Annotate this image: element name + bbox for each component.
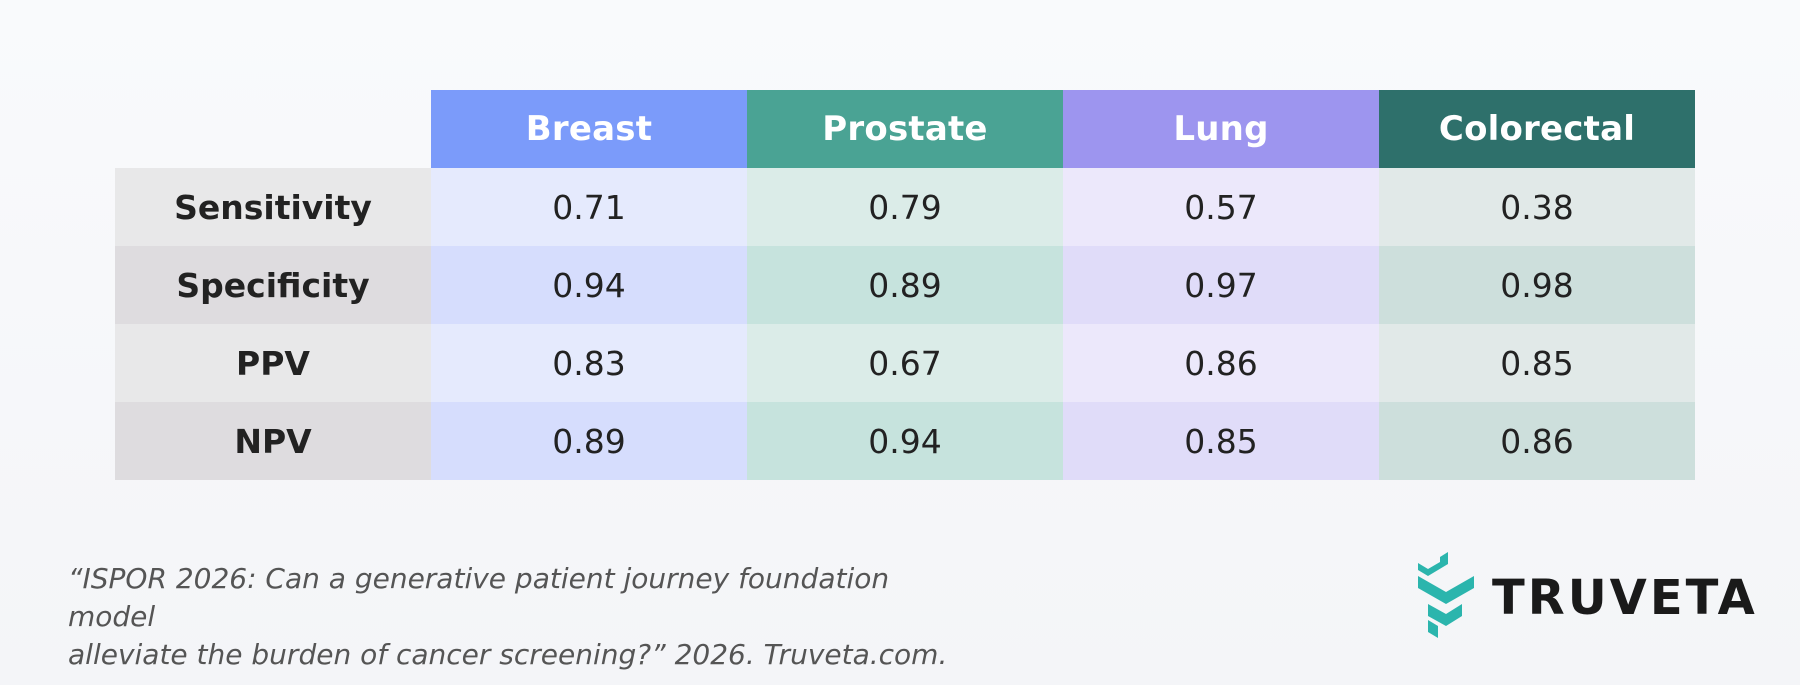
logo-chevron-bottom [1428, 604, 1462, 626]
table-cell: 0.57 [1063, 168, 1379, 246]
row-label: PPV [115, 324, 431, 402]
table-cell: 0.94 [431, 246, 747, 324]
citation-line-1: “ISPOR 2026: Can a generative patient jo… [68, 562, 890, 633]
table-cell: 0.83 [431, 324, 747, 402]
table-cell: 0.85 [1379, 324, 1695, 402]
header-corner [115, 90, 431, 168]
table-cell: 0.67 [747, 324, 1063, 402]
row-label: NPV [115, 402, 431, 480]
results-table-container: Breast Prostate Lung Colorectal Sensitivity… [115, 90, 1695, 480]
table-cell: 0.85 [1063, 402, 1379, 480]
row-label: Sensitivity [115, 168, 431, 246]
table-cell: 0.86 [1063, 324, 1379, 402]
table-body: Sensitivity 0.71 0.79 0.57 0.38 Specificity 0.… [115, 168, 1695, 480]
table-row-specificity: Specificity 0.94 0.89 0.97 0.98 [115, 246, 1695, 324]
table-cell: 0.94 [747, 402, 1063, 480]
column-header-lung: Lung [1063, 90, 1379, 168]
results-table: Breast Prostate Lung Colorectal Sensitivity… [115, 90, 1695, 480]
table-cell: 0.89 [431, 402, 747, 480]
row-label: Specificity [115, 246, 431, 324]
header-row: Breast Prostate Lung Colorectal [115, 90, 1695, 168]
citation: “ISPOR 2026: Can a generative patient jo… [68, 560, 968, 674]
column-header-breast: Breast [431, 90, 747, 168]
truveta-chevron-logo-icon [1418, 552, 1474, 638]
table-cell: 0.86 [1379, 402, 1695, 480]
logo-chevron-tail [1428, 620, 1438, 638]
table-cell: 0.98 [1379, 246, 1695, 324]
table-row-sensitivity: Sensitivity 0.71 0.79 0.57 0.38 [115, 168, 1695, 246]
logo-chevron-top [1418, 552, 1448, 576]
table-cell: 0.38 [1379, 168, 1695, 246]
table-row-ppv: PPV 0.83 0.67 0.86 0.85 [115, 324, 1695, 402]
table-row-npv: NPV 0.89 0.94 0.85 0.86 [115, 402, 1695, 480]
logo-chevron-middle [1418, 576, 1474, 604]
table-cell: 0.97 [1063, 246, 1379, 324]
citation-line-2: alleviate the burden of cancer screening… [68, 638, 948, 671]
logo-wordmark: TRUVETA [1492, 570, 1758, 626]
table-cell: 0.79 [747, 168, 1063, 246]
table-cell: 0.71 [431, 168, 747, 246]
table-cell: 0.89 [747, 246, 1063, 324]
column-header-colorectal: Colorectal [1379, 90, 1695, 168]
column-header-prostate: Prostate [747, 90, 1063, 168]
